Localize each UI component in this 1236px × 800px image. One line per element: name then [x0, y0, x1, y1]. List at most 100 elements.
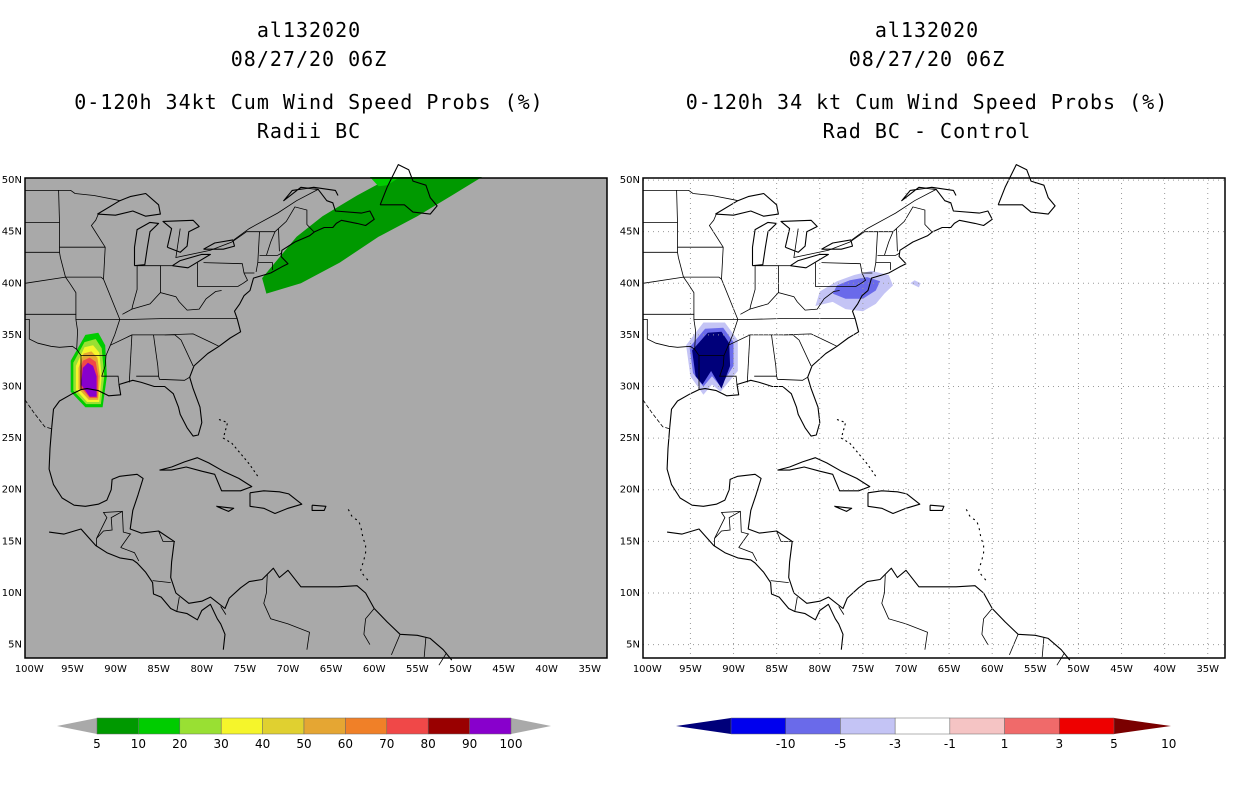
lat-tick-label: 20N: [2, 485, 22, 496]
country-border: [220, 606, 227, 615]
colorbar-label: 30: [214, 737, 229, 751]
right-panel: al132020 08/27/20 06Z 0-120h 34 kt Cum W…: [618, 0, 1236, 800]
lat-tick-label: 30N: [2, 382, 22, 393]
colorbar-arrow-right: [1114, 718, 1171, 734]
coastline: [203, 239, 236, 250]
lon-tick-label: 95W: [679, 664, 702, 675]
colorbar-label: -5: [834, 737, 846, 751]
map-frame: [642, 177, 1226, 659]
colorbar-box: [96, 717, 139, 735]
left-panel: al132020 08/27/20 06Z 0-120h 34kt Cum Wi…: [2, 18, 608, 751]
colorbar-box: [1059, 717, 1115, 735]
state-border: [776, 376, 808, 381]
lat-tick-label: 35N: [2, 330, 22, 341]
left-title-line2: Radii BC: [256, 119, 362, 143]
lon-tick-label: 65W: [320, 664, 343, 675]
right-colorbar: -10 -5 -3 -1 1 3 5 10: [676, 717, 1176, 751]
left-map-svg: 50N 45N 40N 35N 30N 25N 20N 15N 10N 5N 100W 95W 90W 8…: [2, 164, 608, 751]
right-date: 08/27/20 06Z: [848, 47, 1006, 71]
lon-tick-label: 85W: [147, 664, 170, 675]
colorbar-label: 10: [1161, 737, 1176, 751]
lat-tick-label: 45N: [2, 227, 22, 238]
coastline: [821, 239, 854, 250]
coastline: [790, 253, 829, 269]
state-border: [136, 334, 160, 377]
coastline: [666, 427, 1071, 661]
country-border: [1041, 637, 1045, 658]
country-border: [838, 606, 845, 615]
left-storm-id: al132020: [256, 18, 362, 42]
diff-contour-minus1: [910, 280, 921, 288]
country-border: [981, 608, 993, 645]
colorbar-label: 5: [1110, 737, 1118, 751]
bahamas-islands: [218, 418, 259, 477]
colorbar-label: -1: [944, 737, 956, 751]
state-border: [266, 231, 276, 256]
lon-tick-label: 90W: [722, 664, 745, 675]
state-border: [746, 334, 751, 383]
lon-tick-label: 45W: [492, 664, 515, 675]
lon-tick-label: 50W: [1067, 664, 1090, 675]
country-border: [176, 597, 180, 612]
coastline: [51, 186, 375, 437]
colorbar-label: 60: [338, 737, 353, 751]
colorbar-label: 80: [421, 737, 436, 751]
state-border: [25, 251, 66, 278]
country-border: [794, 597, 798, 612]
country-border: [738, 533, 749, 548]
colorbar-box: [138, 717, 181, 735]
colorbar-label: 10: [131, 737, 146, 751]
state-border: [259, 253, 282, 256]
state-border: [158, 376, 190, 381]
state-border: [682, 276, 722, 315]
country-border: [96, 510, 132, 547]
colorbar-arrow-left: [57, 718, 97, 734]
left-colorbar: 5 10 20 30 40 50 60 70 80 90 100: [57, 717, 551, 751]
lat-tick-label: 30N: [620, 382, 640, 393]
prob-contour-10: [369, 177, 401, 187]
country-border: [770, 580, 789, 583]
colorbar-label: 90: [462, 737, 477, 751]
state-border: [642, 276, 684, 284]
colorbar-box: [949, 717, 1005, 735]
colorbar-box: [469, 717, 512, 735]
coastline: [777, 457, 871, 492]
lat-tick-label: 25N: [620, 433, 640, 444]
right-map: 50N 45N 40N 35N 30N 25N 20N 15N 10N 5N 100W 95W 90W 8…: [620, 164, 1226, 675]
state-border: [122, 292, 180, 315]
lon-tick-label: 80W: [190, 664, 213, 675]
lat-tick-label: 40N: [620, 278, 640, 289]
country-border: [851, 189, 937, 241]
right-storm-id: al132020: [874, 18, 980, 42]
colorbar-box: [262, 717, 305, 735]
state-border: [699, 355, 738, 385]
colorbar-label: 40: [255, 737, 270, 751]
lon-tick-label: 40W: [535, 664, 558, 675]
lon-tick-label: 50W: [449, 664, 472, 675]
lat-tick-label: 10N: [620, 588, 640, 599]
coastline: [48, 427, 453, 661]
colorbar-label: 100: [500, 737, 523, 751]
state-border: [64, 276, 104, 315]
lon-tick-label: 95W: [61, 664, 84, 675]
colorbar-box: [345, 717, 388, 735]
lon-tick-label: 100W: [15, 664, 44, 675]
coastline: [867, 490, 921, 515]
lat-tick-label: 10N: [2, 588, 22, 599]
lat-tick-label: 5N: [8, 640, 22, 651]
bahamas-islands: [836, 418, 877, 477]
map-frame: [24, 177, 608, 659]
state-border: [128, 334, 133, 383]
coastline: [929, 504, 945, 511]
coastline: [669, 186, 993, 437]
colorbar-label: 50: [296, 737, 311, 751]
lon-tick-label: 85W: [765, 664, 788, 675]
country-border: [120, 533, 131, 548]
coastline: [715, 192, 779, 217]
state-border: [24, 276, 66, 284]
coastline: [97, 192, 161, 217]
colorbar-box: [303, 717, 346, 735]
state-border: [782, 334, 812, 367]
country-border: [1056, 652, 1065, 666]
colorbar-box: [220, 717, 263, 735]
